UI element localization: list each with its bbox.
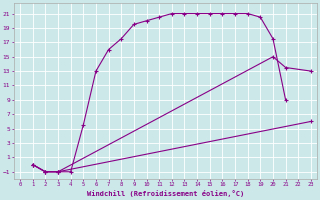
X-axis label: Windchill (Refroidissement éolien,°C): Windchill (Refroidissement éolien,°C) bbox=[87, 190, 244, 197]
